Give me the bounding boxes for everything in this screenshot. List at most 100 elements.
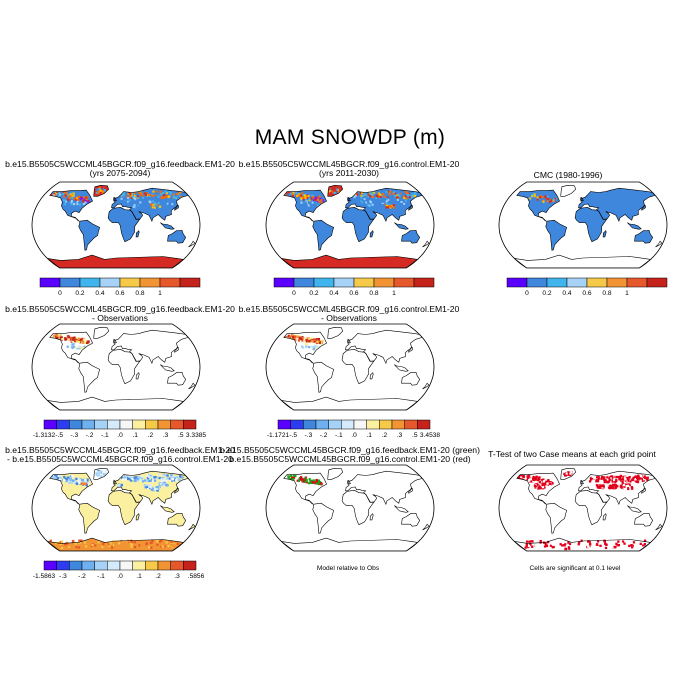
grid-cell [152,489,155,492]
grid-cell [588,540,591,543]
grid-cell [369,204,372,207]
grid-cell [332,189,335,192]
coastline-madagascar [369,372,374,380]
grid-cell [76,347,79,350]
grid-cell [302,198,305,201]
grid-cell [181,476,184,479]
grid-cell [295,335,298,338]
grid-cell [98,544,101,547]
coastline-australia [167,371,187,386]
grid-cell [317,482,320,485]
grid-cell [71,340,74,343]
colorbar-tick-label: -.3 [59,573,67,580]
grid-cell [549,544,553,547]
grid-cell [367,204,370,206]
colorbar-tick-label: -1.5863 [33,573,56,580]
grid-cell [146,485,149,488]
panel-8-caption: b.e15.B5505C5WCCML45BGCR.f09_g16.feedbac… [220,446,480,464]
land-antarctica [281,255,418,268]
grid-cell [77,195,80,198]
grid-cell [531,540,534,543]
grid-cell [148,477,151,480]
grid-cell [80,338,84,341]
grid-cell [150,486,153,489]
grid-cell [380,198,383,201]
grid-cell [291,333,294,337]
grid-cell [614,480,617,484]
grid-cell [383,195,386,198]
map-panel-4 [31,323,201,411]
grid-cell [123,191,126,194]
grid-cell [612,478,616,481]
grid-cell [547,198,550,201]
map-layer [498,464,668,552]
grid-cell [400,201,403,203]
grid-cell [161,196,164,199]
grid-cell [306,343,309,346]
grid-cell [160,478,163,481]
colorbar-swatch [56,560,70,571]
grid-cell [609,484,612,487]
grid-cell [307,202,310,205]
grid-cell [75,340,78,343]
grid-cell [411,193,414,196]
land-africa [108,349,140,384]
grid-cell [76,200,79,203]
coastline-australia [167,512,187,527]
land-antarctica [281,397,418,410]
land-antarctica [47,255,184,268]
grid-cell [538,476,541,479]
grid-cell [60,336,63,339]
grid-cell [69,193,72,196]
land-south-america [545,220,567,251]
grid-cell [76,338,79,341]
grid-cell [151,203,154,206]
grid-cell [630,487,634,490]
figure-title: MAM SNOWDP (m) [254,126,446,149]
grid-cell [544,478,547,481]
grid-cell [85,198,88,201]
grid-cell [133,476,136,479]
grid-cell [124,196,127,199]
grid-cell [317,345,320,348]
grid-cell [177,193,180,196]
coastline-greenland [93,326,110,339]
grid-cell [304,480,307,483]
land-eurasia [111,330,189,364]
grid-cell [403,197,406,200]
grid-cell [309,481,312,484]
coastline-greenland [560,467,577,480]
panel-7-caption-line1: b.e15.B5505C5WCCML45BGCR.f09_g16.feedbac… [5,445,235,455]
grid-cell [67,545,71,548]
grid-cell [333,191,336,194]
grid-cell [623,476,627,479]
grid-cell [110,543,113,546]
grid-cell [570,471,573,474]
grid-cell [587,540,590,543]
grid-cell [599,544,602,547]
grid-cell [296,479,299,482]
grid-cell [299,477,302,480]
grid-cell [624,478,627,481]
grid-cell [59,476,62,479]
grid-cell [533,195,536,198]
grid-cell [529,480,532,483]
grid-cell [150,546,153,549]
grid-cell [136,477,139,480]
grid-cell [603,540,606,543]
grid-cell [545,544,549,548]
grid-cell [644,479,648,482]
grid-cell [626,545,630,549]
grid-cell [620,545,623,548]
grid-cell [563,472,566,476]
grid-cell [151,206,154,209]
colorbar-swatch [366,419,380,430]
grid-cell [148,546,151,549]
grid-cell [127,192,130,195]
panel-1-caption: b.e15.B5505C5WCCML45BGCR.f09_g16.feedbac… [0,160,240,178]
grid-cell [130,544,133,547]
coastline-north-america [283,331,327,364]
grid-cell [559,543,562,546]
colorbar-swatch [626,277,648,288]
grid-cell [149,484,152,487]
